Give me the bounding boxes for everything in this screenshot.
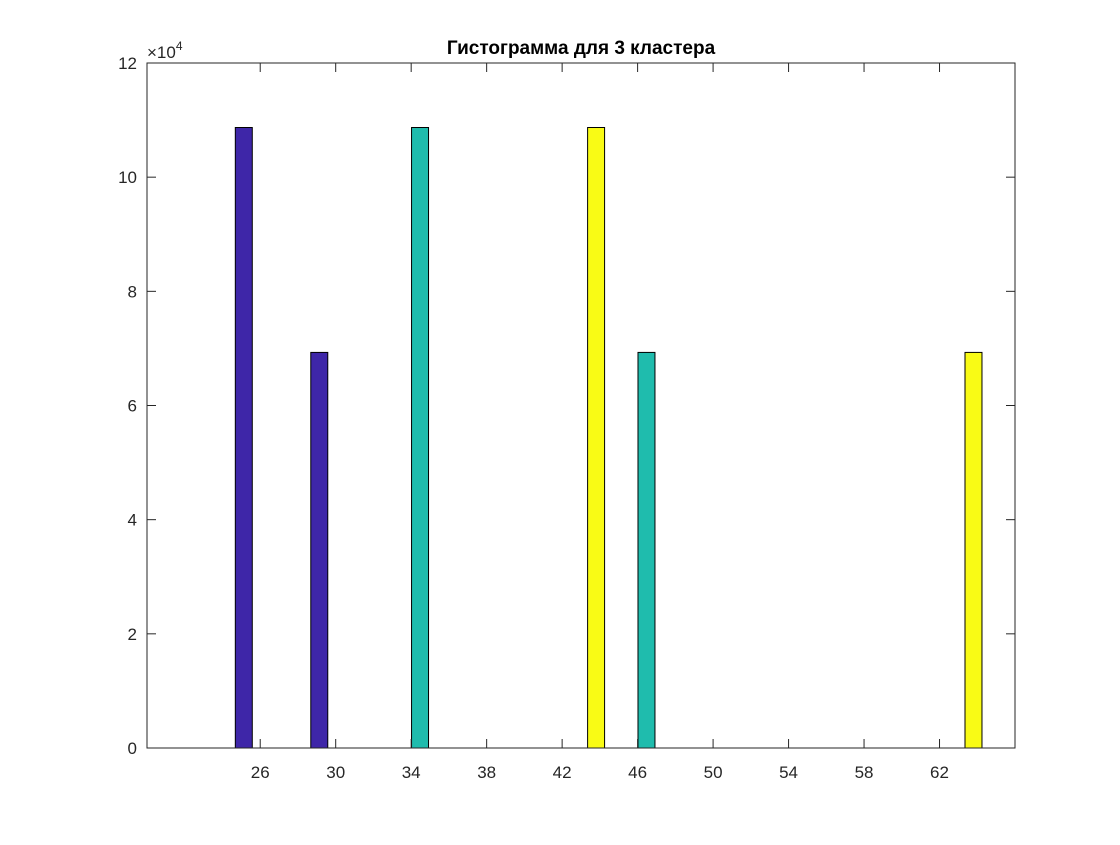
y-axis-multiplier-base: ×10 [147, 43, 176, 62]
plot-area [147, 63, 1015, 748]
x-tick-label-3: 38 [477, 763, 496, 782]
y-tick-label-2: 4 [128, 511, 137, 530]
x-tick-label-2: 34 [402, 763, 421, 782]
x-tick-label-8: 58 [855, 763, 874, 782]
y-axis-multiplier-exponent: 4 [176, 39, 183, 53]
y-tick-label-5: 10 [118, 168, 137, 187]
axes-box [146, 62, 1016, 749]
x-tick-label-0: 26 [251, 763, 270, 782]
x-tick-label-9: 62 [930, 763, 949, 782]
x-tick-label-5: 46 [628, 763, 647, 782]
bar-series-2-3 [411, 127, 430, 749]
bar-series-3-10 [964, 351, 983, 749]
x-tick-label-7: 54 [779, 763, 798, 782]
y-tick-label-0: 0 [128, 739, 137, 758]
y-axis-multiplier: ×104 [147, 39, 183, 62]
x-tick-label-6: 50 [704, 763, 723, 782]
y-tick-label-6: 12 [118, 54, 137, 73]
y-tick-label-4: 8 [128, 282, 137, 301]
bars-group [234, 127, 983, 749]
x-tick-label-4: 42 [553, 763, 572, 782]
y-tick-label-1: 2 [128, 625, 137, 644]
chart-title: Гистограмма для 3 кластера [447, 38, 716, 59]
x-tick-label-1: 30 [326, 763, 345, 782]
bar-series-3-5 [587, 127, 606, 749]
bar-series-1-2 [310, 351, 329, 749]
bar-series-2-6 [637, 351, 656, 749]
y-tick-label-3: 6 [128, 397, 137, 416]
bar-series-1-1 [234, 127, 253, 749]
